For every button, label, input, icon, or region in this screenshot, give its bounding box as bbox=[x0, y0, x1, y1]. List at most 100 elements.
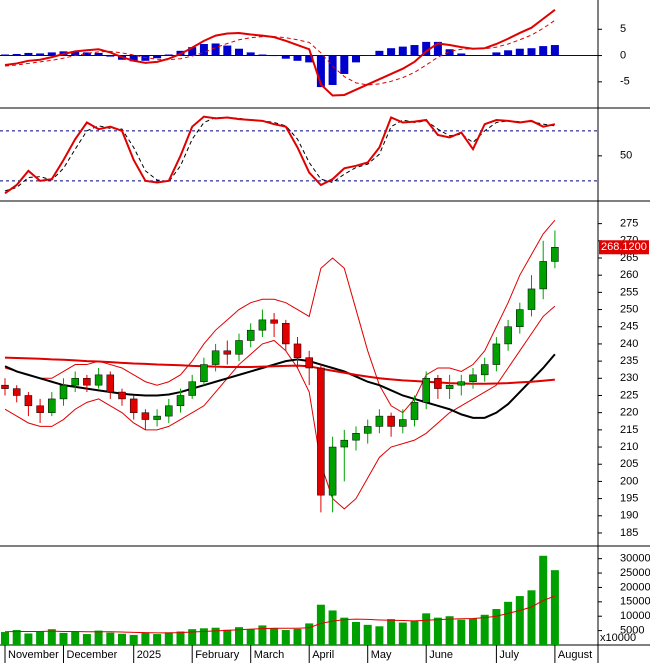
y-tick-label: 230 bbox=[620, 372, 638, 384]
histogram-bar bbox=[211, 43, 220, 56]
candle-body bbox=[12, 388, 21, 396]
y-tick-label: 240 bbox=[620, 338, 638, 350]
candle-body bbox=[270, 319, 278, 324]
candle-body bbox=[176, 395, 185, 407]
y-tick-label: -5 bbox=[620, 76, 630, 88]
volume-bar bbox=[118, 633, 126, 645]
candle-body bbox=[317, 367, 325, 496]
histogram-bar bbox=[129, 55, 138, 62]
histogram-bar bbox=[71, 51, 80, 56]
histogram-bar bbox=[328, 55, 337, 85]
histogram-bar bbox=[305, 55, 314, 63]
volume-bar bbox=[340, 617, 349, 645]
candle-body bbox=[118, 391, 126, 400]
candle-body bbox=[399, 419, 407, 427]
k-line bbox=[4, 115, 556, 195]
histogram-bar bbox=[47, 52, 56, 56]
volume-bar bbox=[94, 630, 103, 645]
volume-bar bbox=[82, 634, 91, 645]
candle-body bbox=[1, 384, 9, 389]
histogram-bar bbox=[199, 43, 208, 56]
y-tick-label: 0 bbox=[620, 49, 626, 61]
histogram-bar bbox=[164, 54, 173, 56]
y-tick-label: 235 bbox=[620, 355, 638, 367]
candle-body bbox=[293, 343, 302, 358]
volume-bar bbox=[176, 631, 185, 645]
candle-body bbox=[387, 415, 395, 427]
candle-body bbox=[492, 343, 501, 365]
volume-bar bbox=[492, 609, 501, 645]
y-tick-label: 215 bbox=[620, 424, 638, 436]
volume-bar bbox=[387, 619, 396, 645]
candle-body bbox=[83, 378, 91, 386]
histogram-bar bbox=[492, 52, 501, 56]
candle-body bbox=[551, 247, 559, 262]
y-tick-label: 205 bbox=[620, 458, 638, 470]
candle-body bbox=[480, 364, 489, 376]
candle-body bbox=[36, 405, 44, 413]
histogram-bar bbox=[141, 55, 150, 61]
candle-body bbox=[516, 309, 524, 327]
candle-body bbox=[457, 381, 466, 386]
volume-bar bbox=[316, 604, 325, 645]
histogram-bar bbox=[457, 53, 466, 56]
histogram-bar bbox=[504, 50, 513, 56]
y-tick-label: 220 bbox=[620, 407, 638, 419]
volume-bar bbox=[363, 624, 372, 645]
volume-bar bbox=[199, 628, 208, 645]
volume-bar bbox=[12, 630, 21, 645]
x-tick-label: August bbox=[558, 649, 592, 661]
histogram-bar bbox=[94, 52, 103, 56]
signal-line bbox=[4, 19, 556, 86]
volume-bar bbox=[106, 632, 115, 645]
y-tick-label: 5000 bbox=[620, 625, 644, 637]
y-tick-label: 190 bbox=[620, 510, 638, 522]
volume-bar bbox=[469, 618, 477, 645]
volume-bar bbox=[515, 596, 524, 645]
volume-bar bbox=[188, 629, 197, 645]
volume-bar bbox=[457, 619, 466, 645]
y-tick-label: 185 bbox=[620, 527, 638, 539]
volume-bar bbox=[235, 627, 243, 645]
candle-body bbox=[200, 364, 208, 382]
y-tick-label: 10000 bbox=[620, 610, 650, 622]
candle-body bbox=[165, 405, 173, 417]
x-tick-label: December bbox=[67, 649, 118, 661]
x-tick-label: February bbox=[195, 649, 240, 661]
candle-body bbox=[445, 384, 454, 389]
volume-bar bbox=[129, 634, 138, 645]
volume-bar bbox=[422, 613, 431, 645]
x-tick-label: 2025 bbox=[137, 649, 161, 661]
histogram-bar bbox=[410, 45, 419, 56]
histogram-bar bbox=[36, 53, 45, 56]
histogram-bar bbox=[270, 55, 279, 57]
volume-bar bbox=[480, 614, 489, 645]
volume-bar bbox=[47, 629, 56, 645]
y-tick-label: 265 bbox=[620, 252, 638, 264]
histogram-bar bbox=[24, 52, 33, 56]
volume-bar bbox=[246, 629, 255, 645]
d-line bbox=[4, 117, 555, 192]
histogram-bar bbox=[188, 47, 197, 56]
candle-body bbox=[527, 288, 536, 310]
y-tick-label: 225 bbox=[620, 389, 638, 401]
candle-body bbox=[282, 323, 290, 345]
volume-bar bbox=[258, 625, 267, 645]
candle-body bbox=[48, 398, 56, 413]
y-tick-label: 195 bbox=[620, 493, 638, 505]
histogram-bar bbox=[12, 53, 21, 56]
candle-body bbox=[223, 350, 232, 355]
histogram-bar bbox=[106, 55, 115, 57]
volume-bar bbox=[293, 628, 302, 645]
histogram-bar bbox=[433, 41, 442, 56]
histogram-bar bbox=[293, 55, 302, 61]
candle-body bbox=[235, 340, 243, 355]
overlay-line bbox=[4, 353, 556, 419]
volume-bar bbox=[527, 590, 536, 645]
volume-bar bbox=[375, 626, 384, 645]
candle-body bbox=[71, 378, 79, 386]
x-tick-label: July bbox=[499, 649, 519, 661]
volume-bar bbox=[328, 610, 337, 645]
y-tick-label: 30000 bbox=[620, 553, 650, 565]
